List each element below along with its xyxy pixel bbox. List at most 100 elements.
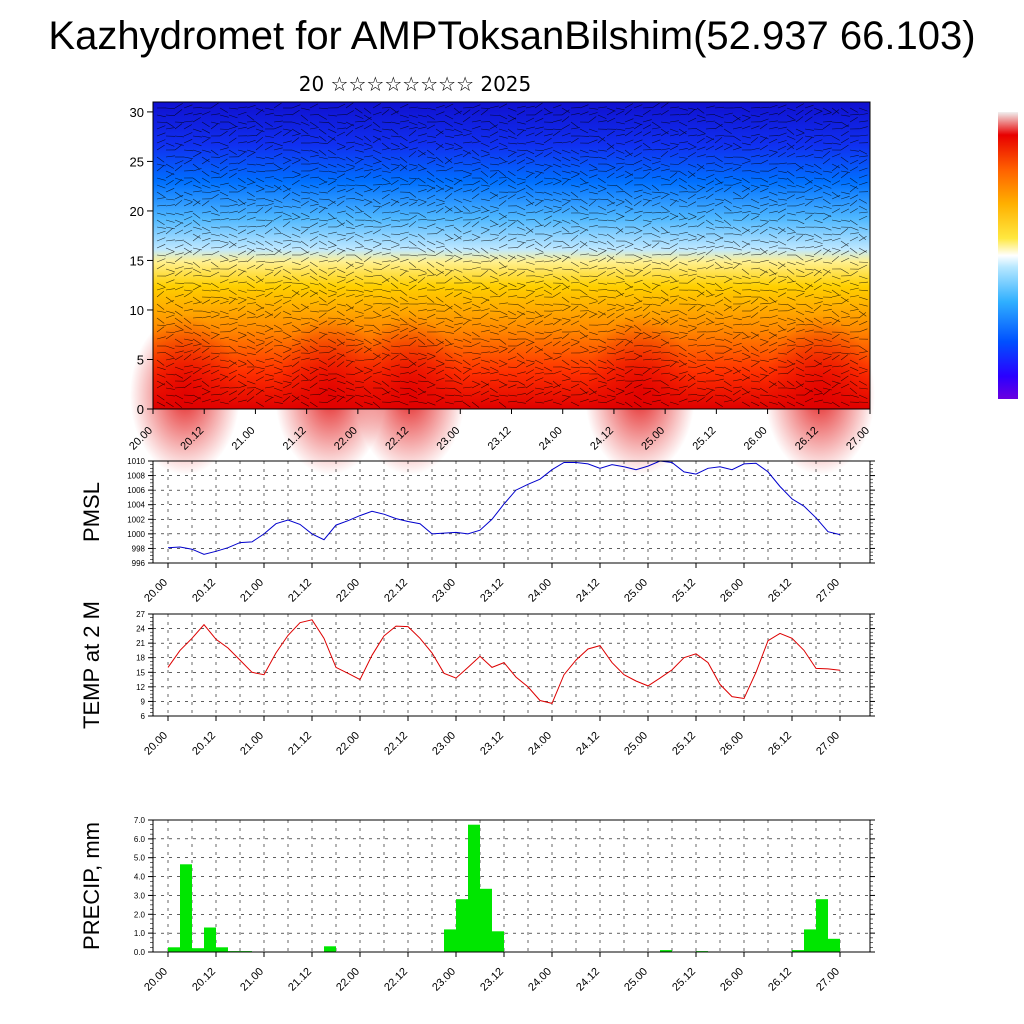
y-tick-label: 6.0	[134, 835, 146, 844]
x-tick-label: 26.12	[766, 966, 794, 994]
x-tick-label: 25.12	[691, 425, 719, 453]
precip-bar	[816, 899, 828, 952]
x-tick-label: 23.12	[478, 966, 506, 994]
x-tick-label: 22.00	[334, 966, 362, 994]
x-tick-label: 22.12	[382, 730, 410, 758]
x-tick-label: 22.00	[334, 577, 362, 605]
chart-panel-1: 6 9 12 15 18 21 24 27 20.00 20.12 21.00 21.12 22.00 2…	[79, 601, 875, 758]
series-line	[167, 460, 841, 555]
x-tick-label: 21.12	[286, 730, 314, 758]
x-tick-label: 24.00	[526, 966, 554, 994]
x-tick-label: 23.00	[430, 966, 458, 994]
x-tick-label: 25.12	[670, 966, 698, 994]
y-tick-label: 21	[136, 639, 145, 648]
y-tick-label: 1006	[127, 486, 145, 495]
y-axis-label: TEMP at 2 M	[79, 601, 104, 729]
x-tick-label: 24.12	[574, 577, 602, 605]
x-tick-label: 21.00	[238, 966, 266, 994]
x-tick-label: 23.00	[430, 577, 458, 605]
y-tick-label: 1008	[127, 472, 145, 481]
y-tick-label: 15	[130, 253, 144, 268]
y-tick-label: 1010	[127, 457, 145, 466]
x-tick-label: 23.12	[478, 730, 506, 758]
plot-frame	[152, 613, 871, 717]
x-tick-label: 25.12	[670, 730, 698, 758]
x-tick-label: 27.00	[814, 966, 842, 994]
precip-bar	[444, 929, 456, 952]
warm-core	[585, 315, 695, 475]
x-tick-label: 24.12	[574, 730, 602, 758]
y-tick-label: 12	[136, 683, 145, 692]
precip-bar	[792, 950, 804, 952]
y-tick-label: 20	[130, 204, 144, 219]
precip-bar	[204, 927, 216, 952]
cross-section-field	[153, 102, 870, 409]
precip-bar	[828, 938, 840, 952]
colorbar	[998, 112, 1018, 399]
plot-frame	[152, 819, 871, 953]
precip-bar	[468, 824, 480, 952]
x-tick-label: 24.00	[537, 425, 565, 453]
precip-bar	[192, 948, 204, 952]
x-tick-label: 26.00	[718, 966, 746, 994]
x-tick-label: 21.12	[286, 577, 314, 605]
chart-subtitle: 20 ☆☆☆☆☆☆☆☆ 2025	[298, 72, 532, 96]
x-tick-label: 20.00	[142, 966, 170, 994]
precip-bar	[456, 899, 468, 952]
precip-bar	[168, 947, 180, 952]
x-tick-label: 25.00	[622, 730, 650, 758]
warm-core	[355, 315, 465, 475]
x-tick-label: 25.00	[622, 577, 650, 605]
x-tick-label: 20.12	[190, 966, 218, 994]
x-tick-label: 22.12	[382, 966, 410, 994]
x-tick-label: 27.00	[814, 730, 842, 758]
precip-bar	[180, 864, 192, 952]
x-tick-label: 26.00	[718, 730, 746, 758]
y-tick-label: 24	[136, 625, 145, 634]
x-tick-label: 22.12	[382, 577, 410, 605]
x-tick-label: 24.12	[574, 966, 602, 994]
warm-core	[275, 315, 385, 475]
y-tick-label: 18	[136, 654, 145, 663]
x-tick-label: 26.12	[766, 577, 794, 605]
chart-panel-2: 0.0 1.0 2.0 3.0 4.0 5.0 6.0 7.0 20.00 20.12 21.00 2…	[79, 816, 875, 994]
y-tick-label: 998	[132, 544, 146, 553]
x-tick-label: 26.00	[718, 577, 746, 605]
x-tick-label: 25.00	[622, 966, 650, 994]
precip-bar	[660, 950, 672, 952]
y-axis-label: PRECIP, mm	[79, 822, 104, 950]
y-tick-label: 3.0	[134, 891, 146, 900]
y-tick-label: 1004	[127, 501, 145, 510]
x-tick-label: 27.00	[814, 577, 842, 605]
wind-barbs	[156, 102, 869, 408]
x-tick-label: 20.00	[142, 730, 170, 758]
y-axis-label: PMSL	[79, 482, 104, 542]
x-tick-label: 21.12	[286, 966, 314, 994]
chart-title: Kazhydromet for AMPToksanBilshim(52.937 …	[48, 14, 976, 58]
x-tick-label: 22.00	[334, 730, 362, 758]
x-tick-label: 26.12	[766, 730, 794, 758]
x-tick-label: 23.12	[486, 425, 514, 453]
y-tick-label: 7.0	[134, 816, 146, 825]
y-tick-label: 9	[141, 697, 146, 706]
precip-bar	[804, 929, 816, 952]
precip-bar	[216, 947, 228, 952]
x-tick-label: 21.00	[238, 577, 266, 605]
x-tick-label: 25.12	[670, 577, 698, 605]
y-tick-label: 30	[130, 105, 144, 120]
y-tick-label: 10	[130, 303, 144, 318]
y-tick-label: 4.0	[134, 873, 146, 882]
cross-section-y-axis: 0 5 10 15 20 25 30	[130, 105, 153, 417]
y-tick-label: 5	[137, 352, 144, 367]
y-tick-label: 0	[137, 402, 144, 417]
y-tick-label: 996	[132, 559, 146, 568]
warm-core	[765, 315, 875, 475]
y-tick-label: 1.0	[134, 929, 146, 938]
x-tick-label: 20.00	[142, 577, 170, 605]
y-tick-label: 1000	[127, 530, 145, 539]
y-tick-label: 25	[130, 154, 144, 169]
x-tick-label: 20.12	[190, 730, 218, 758]
series-line	[167, 619, 841, 704]
precip-bar	[492, 931, 504, 952]
